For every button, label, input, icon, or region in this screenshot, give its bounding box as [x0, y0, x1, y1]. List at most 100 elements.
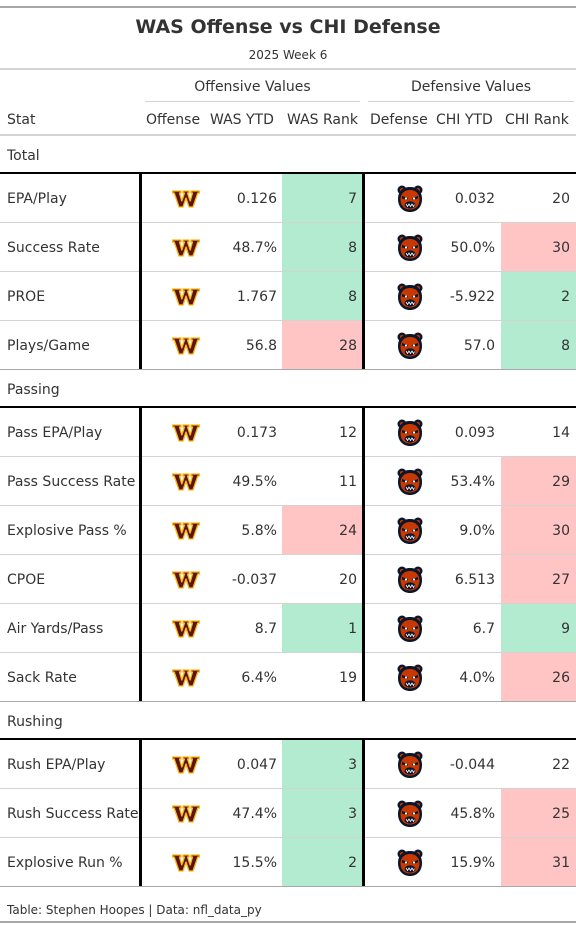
- col-header-was-ytd: WAS YTD: [210, 112, 274, 128]
- col-header-chi-ytd: CHI YTD: [436, 112, 493, 128]
- chi-rank-highlight: [501, 789, 576, 838]
- was-rank-highlight: [282, 272, 362, 321]
- col-header-was-rank: WAS Rank: [287, 112, 358, 128]
- was-rank-highlight: [282, 223, 362, 272]
- spanner-offensive-values: Offensive Values: [194, 79, 311, 95]
- commanders-w-logo-icon: [172, 805, 200, 823]
- row-divider: [0, 456, 576, 457]
- commanders-w-logo-icon: [172, 620, 200, 638]
- col-header-stat: Stat: [7, 112, 36, 128]
- chi-rank-value: 29: [552, 474, 570, 490]
- chi-ytd-value: 53.4%: [450, 474, 495, 490]
- was-rank-highlight: [282, 321, 362, 370]
- was-ytd-value: 6.4%: [241, 670, 277, 686]
- was-rank-value: 2: [348, 855, 357, 871]
- chi-ytd-value: -0.044: [449, 757, 495, 773]
- was-ytd-value: -0.037: [231, 572, 277, 588]
- row-divider: [0, 701, 576, 702]
- group-divider: [0, 738, 576, 740]
- commanders-w-logo-icon: [172, 239, 200, 257]
- bears-head-logo-icon: [397, 517, 423, 544]
- commanders-w-logo-icon: [172, 571, 200, 589]
- was-ytd-value: 48.7%: [232, 240, 277, 256]
- chi-rank-highlight: [501, 321, 576, 370]
- chi-rank-value: 31: [552, 855, 570, 871]
- row-divider: [0, 320, 576, 321]
- was-ytd-value: 56.8: [245, 338, 277, 354]
- was-rank-value: 11: [339, 474, 357, 490]
- commanders-w-logo-icon: [172, 288, 200, 306]
- row-divider: [0, 788, 576, 789]
- was-ytd-value: 49.5%: [232, 474, 277, 490]
- was-rank-value: 7: [348, 191, 357, 207]
- was-rank-value: 19: [339, 670, 357, 686]
- title-divider: [0, 68, 576, 70]
- top-border: [0, 6, 576, 8]
- row-divider: [0, 603, 576, 604]
- chi-rank-highlight: [501, 506, 576, 555]
- was-ytd-value: 1.767: [236, 289, 277, 305]
- commanders-w-logo-icon: [172, 190, 200, 208]
- commanders-w-logo-icon: [172, 669, 200, 687]
- commanders-w-logo-icon: [172, 337, 200, 355]
- chi-rank-highlight: [501, 223, 576, 272]
- table-title: WAS Offense vs CHI Defense: [135, 16, 441, 38]
- chi-ytd-value: 50.0%: [450, 240, 495, 256]
- bears-head-logo-icon: [397, 800, 423, 827]
- chi-rank-value: 25: [552, 806, 570, 822]
- table-subtitle: 2025 Week 6: [248, 48, 328, 62]
- chi-rank-highlight: [501, 272, 576, 321]
- bears-head-logo-icon: [397, 664, 423, 691]
- was-rank-highlight: [282, 506, 362, 555]
- row-divider: [0, 505, 576, 506]
- col-header-chi-rank: CHI Rank: [505, 112, 569, 128]
- bears-head-logo-icon: [397, 849, 423, 876]
- chi-ytd-value: 4.0%: [459, 670, 495, 686]
- commanders-w-logo-icon: [172, 854, 200, 872]
- bears-head-logo-icon: [397, 283, 423, 310]
- chi-rank-value: 9: [561, 621, 570, 637]
- chi-rank-value: 22: [552, 757, 570, 773]
- spanner-line-defense: [368, 101, 574, 102]
- commanders-w-logo-icon: [172, 756, 200, 774]
- chi-ytd-value: 6.513: [454, 572, 495, 588]
- stat-label: Pass Success Rate: [7, 474, 136, 490]
- was-ytd-value: 0.126: [236, 191, 277, 207]
- table-footer: Table: Stephen Hoopes | Data: nfl_data_p…: [7, 903, 262, 917]
- group-label-rushing: Rushing: [7, 714, 63, 730]
- offense-block-border: [139, 173, 142, 369]
- bears-head-logo-icon: [397, 566, 423, 593]
- group-divider: [0, 172, 576, 174]
- chi-rank-highlight: [501, 653, 576, 702]
- offense-block-border: [139, 739, 142, 886]
- defense-block-border: [362, 407, 365, 701]
- was-rank-highlight: [282, 604, 362, 653]
- commanders-w-logo-icon: [172, 424, 200, 442]
- chi-rank-value: 30: [552, 240, 570, 256]
- was-ytd-value: 15.5%: [232, 855, 277, 871]
- row-divider: [0, 837, 576, 838]
- was-rank-highlight: [282, 789, 362, 838]
- bottom-border: [0, 921, 576, 923]
- was-rank-value: 8: [348, 289, 357, 305]
- chi-ytd-value: 6.7: [472, 621, 495, 637]
- chi-ytd-value: 57.0: [463, 338, 495, 354]
- bears-head-logo-icon: [397, 468, 423, 495]
- defense-block-border: [362, 739, 365, 886]
- row-divider: [0, 652, 576, 653]
- stat-label: EPA/Play: [7, 191, 67, 207]
- chi-rank-value: 8: [561, 338, 570, 354]
- chi-rank-highlight: [501, 604, 576, 653]
- chi-ytd-value: 45.8%: [450, 806, 495, 822]
- chi-rank-highlight: [501, 838, 576, 887]
- bears-head-logo-icon: [397, 615, 423, 642]
- col-header-defense: Defense: [370, 112, 428, 128]
- chi-ytd-value: 15.9%: [450, 855, 495, 871]
- was-rank-value: 20: [339, 572, 357, 588]
- chi-ytd-value: 0.093: [454, 425, 495, 441]
- stat-label: CPOE: [7, 572, 46, 588]
- stat-label: Sack Rate: [7, 670, 77, 686]
- was-ytd-value: 5.8%: [241, 523, 277, 539]
- chi-rank-value: 27: [552, 572, 570, 588]
